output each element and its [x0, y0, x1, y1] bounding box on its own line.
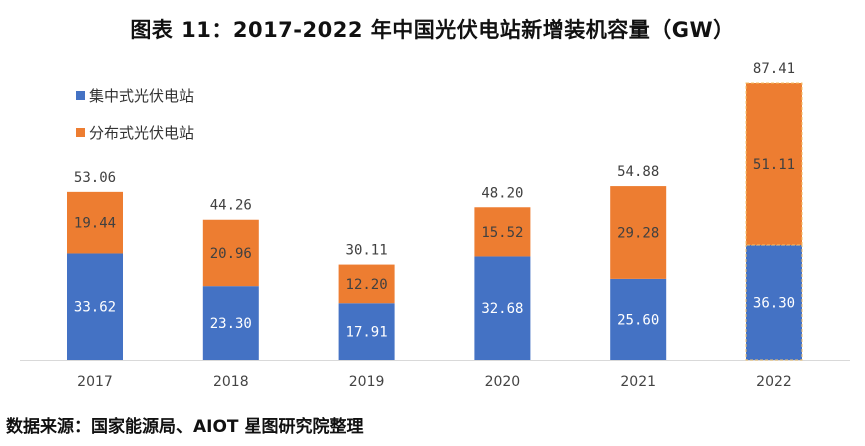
bar-centralized-2017: [67, 253, 123, 360]
bar-centralized-2021: [610, 278, 667, 360]
data-label: 12.20: [346, 277, 388, 293]
bar-distributed-2019: [338, 264, 395, 304]
legend-swatch: [76, 91, 85, 100]
legend-label: 分布式光伏电站: [89, 124, 194, 142]
data-label: 20.96: [210, 246, 252, 262]
chart-title: 图表 11：2017-2022 年中国光伏电站新增装机容量（GW）: [130, 18, 735, 42]
bar-centralized-2018: [202, 286, 259, 360]
data-label: 15.52: [481, 225, 523, 241]
legend-label: 集中式光伏电站: [89, 87, 194, 105]
total-label: 87.41: [753, 61, 795, 77]
bar-distributed-2018: [202, 219, 259, 287]
total-label: 44.26: [210, 198, 252, 214]
data-label: 23.30: [210, 316, 252, 332]
bar-distributed-2017: [67, 191, 123, 254]
data-label: 51.11: [753, 157, 795, 173]
x-tick-label: 2022: [756, 374, 792, 390]
data-label: 29.28: [617, 225, 659, 241]
total-label: 48.20: [481, 185, 523, 201]
bar-distributed-2020: [474, 207, 531, 257]
x-tick-label: 2020: [485, 374, 521, 390]
x-tick-label: 2019: [349, 374, 385, 390]
total-label: 53.06: [74, 170, 116, 186]
legend-swatch: [76, 128, 85, 137]
data-label: 33.62: [74, 300, 116, 316]
source-note: 数据来源：国家能源局、AIOT 星图研究院整理: [6, 417, 364, 437]
data-label: 19.44: [74, 216, 116, 232]
bar-centralized-2020: [474, 256, 531, 360]
data-label: 25.60: [617, 312, 659, 328]
total-label: 54.88: [617, 164, 659, 180]
total-label: 30.11: [346, 243, 388, 259]
data-label: 32.68: [481, 301, 523, 317]
bar-distributed-2021: [610, 186, 667, 279]
x-tick-label: 2018: [213, 374, 249, 390]
x-tick-label: 2017: [77, 374, 113, 390]
x-tick-label: 2021: [620, 374, 656, 390]
bar-centralized-2019: [338, 303, 395, 360]
data-label: 36.30: [753, 295, 795, 311]
data-label: 17.91: [346, 325, 388, 341]
bar-distributed-2022: [745, 82, 803, 246]
